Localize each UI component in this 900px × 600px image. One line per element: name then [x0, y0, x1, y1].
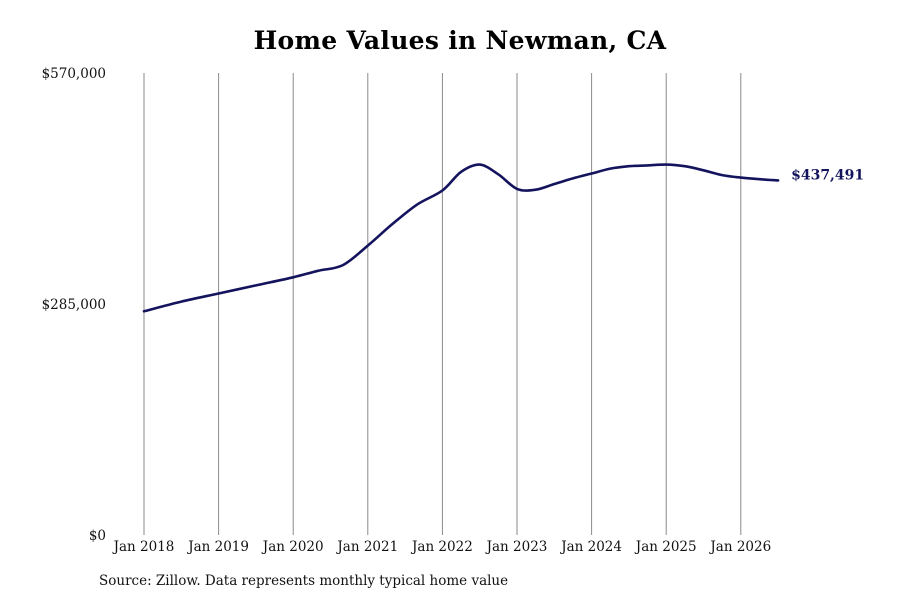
x-tick-label: Jan 2023	[485, 539, 548, 555]
x-axis: Jan 2018 Jan 2019 Jan 2020 Jan 2021 Jan 2022…	[112, 539, 772, 555]
chart-title: Home Values in Newman, CA	[253, 26, 667, 55]
y-tick-label: $0	[89, 528, 106, 544]
series-layer: $437,491	[142, 163, 864, 313]
grid-lines	[143, 73, 742, 535]
y-tick-label: $570,000	[42, 66, 106, 82]
source-note: Source: Zillow. Data represents monthly …	[99, 573, 509, 589]
y-axis: $0 $285,000 $570,000	[42, 66, 106, 544]
x-tick-label: Jan 2026	[708, 539, 771, 555]
x-tick-label: Jan 2024	[559, 539, 622, 555]
end-value-label: $437,491	[791, 167, 864, 183]
x-tick-label: Jan 2019	[186, 539, 249, 555]
x-tick-label: Jan 2025	[634, 539, 697, 555]
x-tick-label: Jan 2018	[112, 539, 175, 555]
x-tick-label: Jan 2022	[410, 539, 473, 555]
x-tick-label: Jan 2020	[261, 539, 324, 555]
series-line	[142, 163, 780, 313]
x-tick-label: Jan 2021	[335, 539, 398, 555]
y-tick-label: $285,000	[42, 297, 106, 313]
